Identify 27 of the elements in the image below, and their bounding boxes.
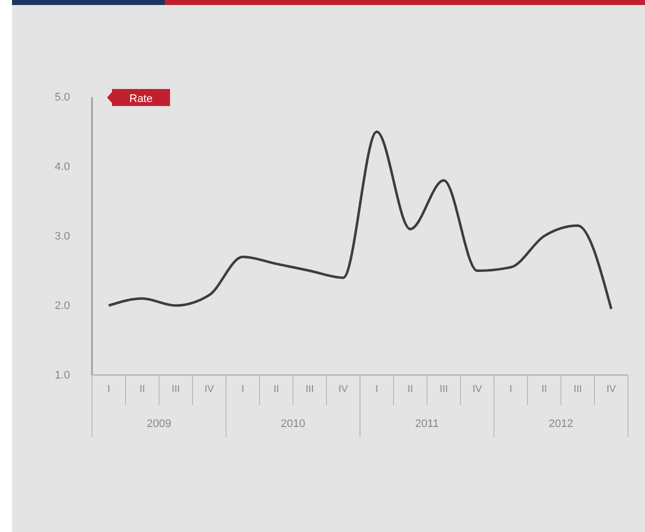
x-tick-label: II bbox=[139, 384, 146, 396]
x-tick-label: III bbox=[306, 384, 314, 396]
x-tick-label: III bbox=[172, 384, 180, 396]
text: 2009 bbox=[146, 418, 172, 430]
y-tick-label: 5.0 bbox=[54, 92, 70, 104]
y-tick-label: 4.0 bbox=[54, 161, 70, 174]
text: 2011 bbox=[415, 418, 439, 430]
x-tick-label: IV bbox=[472, 384, 482, 396]
x-tick-label: I bbox=[375, 384, 378, 396]
y-tick-label: 1.0 bbox=[54, 370, 70, 382]
x-tick-label: I bbox=[107, 384, 110, 396]
y-tick-label: 2.0 bbox=[54, 300, 70, 312]
x-tick-label: III bbox=[440, 384, 448, 396]
text: Rate bbox=[129, 93, 153, 105]
x-tick-label: I bbox=[241, 384, 244, 396]
x-tick-label: IV bbox=[606, 384, 616, 396]
text: 2012 bbox=[548, 418, 574, 430]
x-tick-label: III bbox=[574, 384, 582, 396]
y-tick-label: 3.0 bbox=[54, 230, 70, 243]
x-tick-label: IV bbox=[204, 384, 214, 396]
x-tick-label: II bbox=[407, 384, 414, 396]
x-tick-label: I bbox=[509, 384, 512, 396]
line-series bbox=[108, 130, 612, 310]
x-tick-label: II bbox=[541, 384, 548, 396]
text: 2010 bbox=[280, 418, 306, 430]
x-tick-label: II bbox=[273, 384, 280, 396]
x-tick-label: IV bbox=[338, 384, 348, 396]
